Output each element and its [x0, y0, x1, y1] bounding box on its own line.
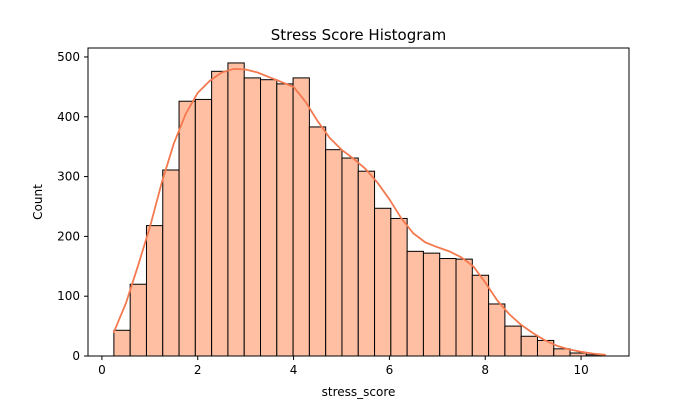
histogram-bar-15 [357, 170, 376, 357]
histogram-bar-16 [374, 207, 392, 357]
histogram-bar-9 [260, 79, 278, 357]
y-tick-label-2: 200 [57, 229, 80, 243]
histogram-bar-22 [471, 274, 490, 357]
histogram-bar-8 [243, 77, 262, 357]
histogram-bar-6 [211, 70, 229, 357]
histogram-bar-21 [455, 258, 473, 357]
y-tick-label-4: 400 [57, 110, 80, 124]
histogram-bar-18 [406, 250, 424, 357]
x-tick-label-3: 6 [386, 363, 394, 377]
x-axis-label: stress_score [322, 385, 396, 399]
histogram-bar-13 [325, 149, 343, 357]
histogram-bar-1 [129, 283, 147, 357]
histogram-bar-7 [227, 62, 245, 357]
histogram-bar-3 [162, 169, 180, 357]
histogram-bar-11 [292, 77, 310, 357]
histogram-bar-0 [113, 329, 131, 357]
y-tick-label-0: 0 [72, 349, 80, 363]
histogram-bar-24 [504, 325, 522, 357]
y-tick-label-5: 500 [57, 50, 80, 64]
y-tick-label-1: 100 [57, 289, 80, 303]
histogram-bar-2 [145, 225, 164, 357]
histogram-bar-10 [276, 83, 294, 357]
histogram-bar-25 [520, 335, 538, 357]
kde-layer [112, 68, 606, 356]
histogram-bar-12 [308, 126, 327, 357]
x-tick-label-4: 8 [481, 363, 489, 377]
histogram-bar-23 [488, 303, 506, 357]
x-tick-label-1: 2 [194, 363, 202, 377]
y-tick-label-3: 300 [57, 170, 80, 184]
x-tick-label-5: 10 [573, 363, 588, 377]
plot-frame [87, 47, 630, 357]
x-tick-label-2: 4 [290, 363, 298, 377]
x-tick-label-0: 0 [98, 363, 106, 377]
histogram-bar-20 [439, 258, 457, 357]
histogram-bar-5 [194, 98, 213, 357]
histogram-bars [113, 62, 604, 357]
chart-title: Stress Score Histogram [271, 26, 446, 44]
histogram-bar-4 [178, 100, 196, 357]
histogram-bar-14 [341, 157, 359, 357]
histogram-bar-19 [422, 252, 441, 357]
y-axis-label: Count [31, 184, 45, 220]
kde-curve [112, 68, 606, 356]
histogram-bar-17 [390, 217, 408, 357]
